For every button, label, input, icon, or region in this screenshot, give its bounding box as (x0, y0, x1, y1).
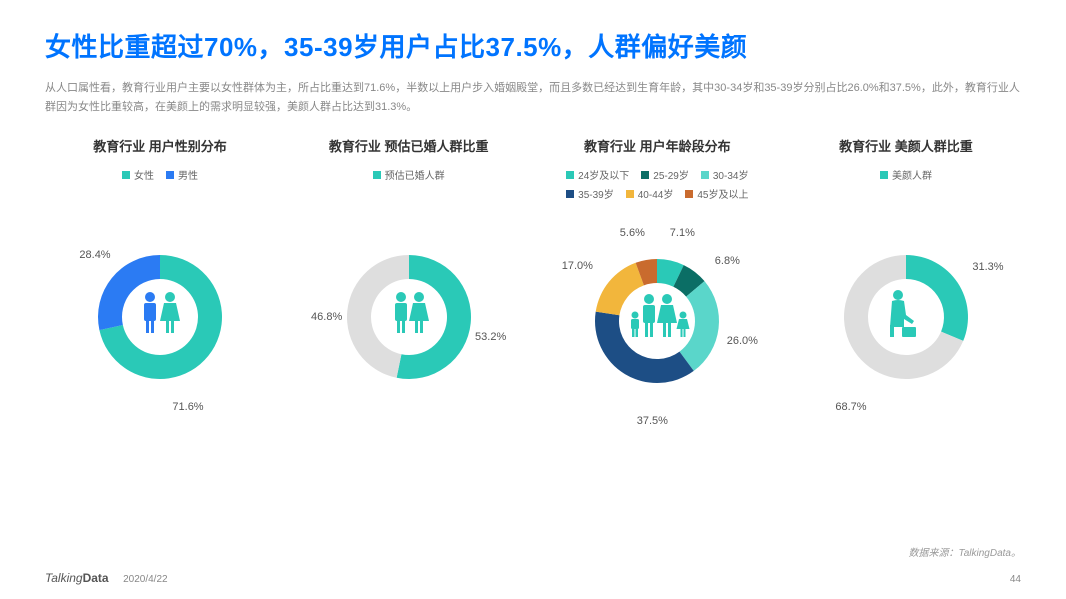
chart-panel: 教育行业 用户性别分布女性 男性 71.6% 28.4% (45, 136, 275, 431)
description-text: 从人口属性看，教育行业用户主要以女性群体为主，所占比重达到71.6%，半数以上用… (45, 79, 1021, 116)
legend-label: 25-29岁 (653, 167, 689, 182)
legend-swatch (122, 171, 130, 179)
legend-swatch (566, 171, 574, 179)
legend-swatch (685, 190, 693, 198)
page-number: 44 (1010, 574, 1021, 585)
donut-chart: 31.3% 68.7% (806, 207, 1006, 427)
chart-panel: 教育行业 用户年龄段分布 24岁及以下 25-29岁 30-34岁 35-39岁 40-4… (542, 136, 772, 431)
legend-item: 美颜人群 (880, 167, 932, 182)
chart-legend: 女性 男性 (45, 165, 275, 199)
legend-swatch (566, 190, 574, 198)
legend-item: 女性 (122, 167, 154, 182)
legend-item: 25-29岁 (641, 167, 689, 182)
legend-item: 30-34岁 (701, 167, 749, 182)
legend-item: 45岁及以上 (685, 186, 748, 201)
legend-label: 男性 (178, 167, 198, 182)
footer: TalkingData 2020/4/22 44 (45, 571, 1021, 585)
legend-swatch (701, 171, 709, 179)
chart-panel: 教育行业 预估已婚人群比重预估已婚人群 53.2% 46.8% (294, 136, 524, 431)
slice-value-label: 26.0% (727, 335, 758, 347)
footer-date: 2020/4/22 (123, 574, 168, 585)
couple-icon (379, 287, 439, 347)
chart-legend: 预估已婚人群 (294, 165, 524, 199)
slice-value-label: 53.2% (475, 331, 506, 343)
legend-item: 35-39岁 (566, 186, 614, 201)
page-title: 女性比重超过70%，35-39岁用户占比37.5%，人群偏好美颜 (45, 30, 1021, 65)
legend-label: 40-44岁 (638, 186, 674, 201)
chart-title: 教育行业 美颜人群比重 (791, 136, 1021, 155)
donut-chart: 53.2% 46.8% (309, 207, 509, 427)
chart-legend: 24岁及以下 25-29岁 30-34岁 35-39岁 40-44岁 45岁及以上 (542, 165, 772, 203)
slice-value-label: 6.8% (715, 255, 740, 267)
family-icon (627, 291, 687, 351)
legend-item: 预估已婚人群 (373, 167, 445, 182)
legend-label: 45岁及以上 (697, 186, 748, 201)
chart-title: 教育行业 用户年龄段分布 (542, 136, 772, 155)
slice-value-label: 17.0% (562, 260, 593, 272)
legend-label: 女性 (134, 167, 154, 182)
gender-icon (130, 287, 190, 347)
legend-swatch (626, 190, 634, 198)
legend-swatch (166, 171, 174, 179)
slice-value-label: 31.3% (972, 261, 1003, 273)
donut-chart: 7.1% 6.8% 26.0% 37.5% 17.0% 5.6% (557, 211, 757, 431)
slice-value-label: 71.6% (172, 401, 203, 413)
legend-item: 24岁及以下 (566, 167, 629, 182)
charts-row: 教育行业 用户性别分布女性 男性 71.6% 28.4% 教育行业 预估已婚人群比重预… (45, 136, 1021, 431)
donut-chart: 71.6% 28.4% (60, 207, 260, 427)
legend-item: 男性 (166, 167, 198, 182)
legend-swatch (880, 171, 888, 179)
brand-logo: TalkingData (45, 571, 112, 585)
slice-value-label: 28.4% (79, 249, 110, 261)
legend-label: 预估已婚人群 (385, 167, 445, 182)
legend-label: 35-39岁 (578, 186, 614, 201)
chart-title: 教育行业 用户性别分布 (45, 136, 275, 155)
legend-item: 40-44岁 (626, 186, 674, 201)
legend-label: 24岁及以下 (578, 167, 629, 182)
chart-title: 教育行业 预估已婚人群比重 (294, 136, 524, 155)
legend-swatch (373, 171, 381, 179)
chart-panel: 教育行业 美颜人群比重美颜人群 31.3% 68.7% (791, 136, 1021, 431)
data-source: 数据来源：TalkingData。 (909, 544, 1021, 559)
legend-label: 美颜人群 (892, 167, 932, 182)
slice-value-label: 5.6% (620, 227, 645, 239)
chart-legend: 美颜人群 (791, 165, 1021, 199)
slice-value-label: 37.5% (637, 415, 668, 427)
slice-value-label: 7.1% (670, 227, 695, 239)
slice-value-label: 68.7% (835, 401, 866, 413)
slice-value-label: 46.8% (311, 311, 342, 323)
legend-swatch (641, 171, 649, 179)
beauty-icon (876, 287, 936, 347)
legend-label: 30-34岁 (713, 167, 749, 182)
